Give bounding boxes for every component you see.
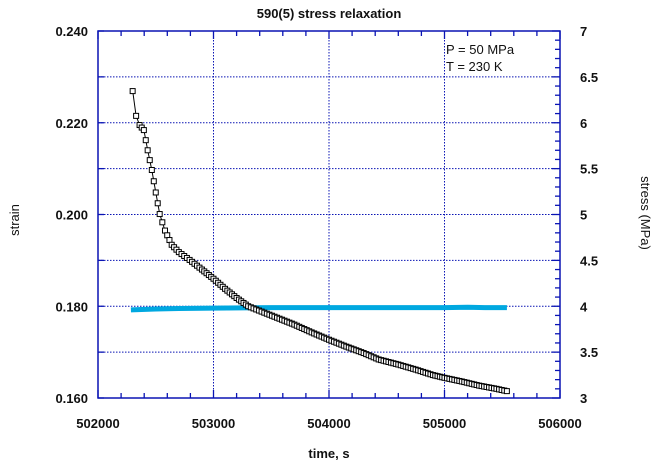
y2-tick-labels: 3 3.5 4 4.5 5 5.5 6 6.5 7 bbox=[580, 24, 598, 406]
x-tick-label: 505000 bbox=[423, 416, 466, 431]
y2-tick-label: 5 bbox=[580, 208, 587, 223]
x-tick-label: 504000 bbox=[307, 416, 350, 431]
y2-tick-label: 4.5 bbox=[580, 253, 598, 268]
annotation-pressure: P = 50 MPa bbox=[446, 42, 515, 57]
y2-axis-label: stress (MPa) bbox=[638, 176, 653, 250]
strain-point bbox=[148, 167, 155, 174]
y2-tick-label: 3.5 bbox=[580, 345, 598, 360]
y2-tick-label: 6.5 bbox=[580, 70, 598, 85]
stress-line bbox=[130, 304, 507, 313]
x-tick-label: 502000 bbox=[76, 416, 119, 431]
chart-title: 590(5) stress relaxation bbox=[257, 6, 402, 21]
strain-point bbox=[156, 211, 163, 218]
x-tick-label: 506000 bbox=[538, 416, 581, 431]
y-tick-label: 0.180 bbox=[55, 299, 88, 314]
y-tick-label: 0.160 bbox=[55, 391, 88, 406]
strain-point bbox=[154, 200, 161, 207]
strain-point bbox=[152, 189, 159, 196]
x-tick-labels: 502000 503000 504000 505000 506000 bbox=[76, 416, 581, 431]
y-tick-label: 0.220 bbox=[55, 116, 88, 131]
y-tick-labels: 0.160 0.180 0.200 0.220 0.240 bbox=[55, 24, 88, 406]
y2-tick-label: 5.5 bbox=[580, 162, 598, 177]
y2-tick-label: 4 bbox=[580, 299, 588, 314]
plot-frame bbox=[97, 30, 561, 399]
y-axis-label: strain bbox=[7, 204, 22, 236]
x-tick-label: 503000 bbox=[192, 416, 235, 431]
strain-line bbox=[132, 91, 508, 392]
series-strain bbox=[129, 88, 510, 395]
strain-point bbox=[140, 127, 147, 134]
strain-point bbox=[159, 219, 166, 226]
y-tick-label: 0.200 bbox=[55, 208, 88, 223]
y2-tick-label: 7 bbox=[580, 24, 587, 39]
y2-tick-label: 6 bbox=[580, 116, 587, 131]
strain-point bbox=[129, 88, 136, 95]
strain-point bbox=[142, 137, 149, 144]
strain-point bbox=[150, 178, 157, 185]
y-tick-label: 0.240 bbox=[55, 24, 88, 39]
series-stress bbox=[130, 304, 507, 313]
annotation-temperature: T = 230 K bbox=[446, 59, 503, 74]
strain-point bbox=[503, 388, 510, 395]
y2-tick-label: 3 bbox=[580, 391, 587, 406]
strain-point bbox=[144, 147, 151, 154]
axis-ticks bbox=[97, 30, 561, 399]
x-axis-label: time, s bbox=[308, 446, 349, 461]
strain-point bbox=[146, 157, 153, 164]
strain-point bbox=[133, 112, 140, 119]
